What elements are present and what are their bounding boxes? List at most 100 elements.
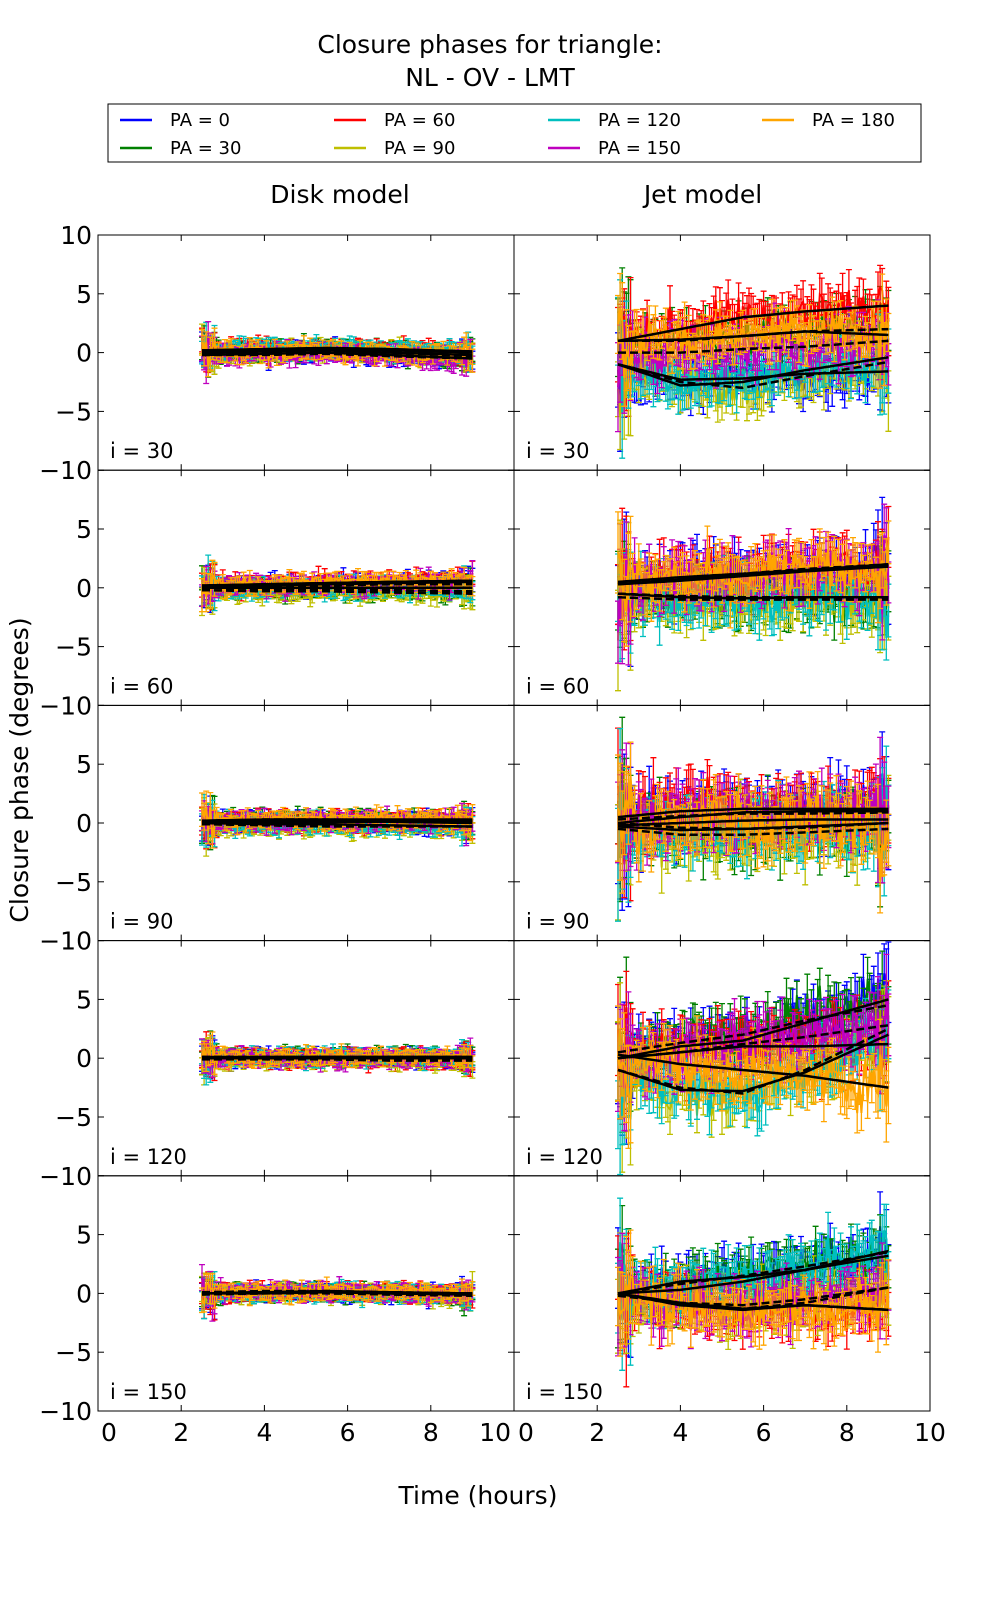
y-tick-label: −10 (39, 456, 92, 485)
x-tick-label: 0 (101, 1418, 117, 1447)
model-curve-jet-3-pa6 (617, 1053, 889, 1089)
legend-label-2: PA = 60 (384, 110, 455, 131)
model-curve-jet-1-pa4 (617, 592, 889, 600)
y-tick-label: −10 (39, 691, 92, 720)
panel-disk-3: −10 −5 0 5 i = 120 (39, 940, 515, 1191)
model-curve-disk-2-pa3 (201, 822, 473, 828)
x-tick-label: 4 (672, 1418, 688, 1447)
inclination-label: i = 150 (110, 1380, 187, 1404)
y-tick-label: −5 (55, 633, 92, 662)
model-curve-disk-0-pa6 (201, 348, 473, 357)
y-tick-label: −5 (55, 397, 92, 426)
chart-title-line1: Closure phases for triangle: (317, 30, 662, 59)
x-tick-label: 8 (423, 1418, 439, 1447)
y-tick-label: −10 (39, 1162, 92, 1191)
model-curve-jet-1-pa3 (617, 595, 889, 601)
legend-label-1: PA = 30 (170, 138, 241, 159)
model-curve-jet-3-pa0 (617, 998, 889, 1060)
series-disk-3-pa5 (201, 1045, 474, 1070)
model-curve-jet-3-pa5 (617, 1024, 889, 1060)
x-tick-label: 8 (839, 1418, 855, 1447)
model-curve-disk-4-pa6 (201, 1290, 473, 1296)
panel-jet-2: i = 90 (513, 704, 931, 942)
model-curve-jet-2-pa6 (617, 818, 889, 827)
series-jet-0-pa5 (617, 323, 890, 388)
model-curve-jet-0-pa6 (618, 330, 889, 343)
model-curve-jet-3-pa3 (617, 1027, 889, 1095)
panel-jet-1: i = 60 (513, 469, 931, 706)
model-curve-jet-0-pa2 (617, 304, 889, 343)
model-curve-disk-0-pa5 (202, 352, 473, 360)
y-tick-label: 5 (76, 750, 92, 779)
y-tick-label: −5 (55, 1338, 92, 1367)
x-tick-label: 6 (340, 1418, 356, 1447)
model-curve-jet-4-pa4 (617, 1249, 889, 1295)
model-curve-jet-4-pa1 (617, 1250, 889, 1295)
inclination-label: i = 90 (526, 910, 590, 934)
x-tick-label: 0 (518, 1418, 534, 1447)
y-tick-label: 0 (76, 1044, 92, 1073)
panel-jet-4: 0 2 4 6 8 10 i = 150 (513, 1175, 946, 1447)
y-axis-label: Closure phase (degrees) (5, 617, 34, 922)
model-curve-jet-2-pa5 (617, 811, 889, 821)
series-jet-3-pa4 (617, 1015, 889, 1121)
y-tick-label: 0 (76, 574, 92, 603)
model-curve-jet-2-pa3 (617, 827, 889, 837)
panel-jet-3: i = 120 (513, 940, 931, 1177)
x-tick-label: 4 (256, 1418, 272, 1447)
y-tick-label: −5 (55, 1103, 92, 1132)
legend-label-5: PA = 150 (598, 138, 681, 159)
legend-label-6: PA = 180 (812, 110, 895, 131)
x-tick-label: 6 (756, 1418, 772, 1447)
model-curve-jet-3-pa4 (617, 1033, 889, 1093)
model-curve-jet-3-pa2 (617, 1042, 889, 1060)
model-curve-jet-2-pa2 (617, 807, 889, 819)
y-tick-label: 0 (76, 1279, 92, 1308)
model-curve-jet-0-pa5 (618, 339, 889, 354)
model-curve-jet-1-pa5 (617, 563, 889, 585)
column-title-disk: Disk model (270, 180, 410, 209)
model-curve-jet-4-pa6 (617, 1292, 889, 1312)
model-curve-jet-3-pa1 (617, 1004, 889, 1054)
model-curve-jet-0-pa4 (617, 356, 889, 387)
inclination-label: i = 150 (526, 1380, 603, 1404)
panel-disk-2: −10 −5 0 5 i = 90 (39, 704, 515, 956)
model-curve-jet-4-pa3 (617, 1286, 889, 1307)
model-curve-disk-1-pa6 (202, 579, 473, 587)
x-axis-label: Time (hours) (398, 1481, 558, 1510)
y-tick-label: 10 (60, 221, 92, 250)
panel-jet-0: i = 30 (513, 234, 931, 471)
model-curve-jet-4-pa0 (617, 1254, 889, 1295)
model-curve-jet-0-pa0 (617, 363, 889, 381)
y-tick-label: 5 (76, 985, 92, 1014)
y-tick-label: 0 (76, 809, 92, 838)
y-tick-label: 5 (76, 280, 92, 309)
legend-label-0: PA = 0 (170, 110, 230, 131)
y-tick-label: −10 (39, 1397, 92, 1426)
model-curve-jet-4-pa5 (617, 1286, 889, 1310)
model-curve-disk-2-pa6 (202, 818, 473, 822)
model-curve-disk-1-pa3 (202, 588, 473, 595)
inclination-label: i = 60 (110, 674, 174, 698)
model-curve-jet-2-pa4 (617, 821, 889, 832)
y-tick-label: 5 (76, 1221, 92, 1250)
model-curve-disk-2-pa4 (201, 821, 473, 828)
x-tick-label: 2 (173, 1418, 189, 1447)
x-tick-label: 10 (479, 1418, 511, 1447)
model-curve-jet-0-pa3 (617, 360, 889, 390)
model-curve-jet-2-pa0 (617, 809, 889, 825)
inclination-label: i = 120 (110, 1145, 187, 1169)
panel-disk-4: −10 −5 0 5 0 2 4 6 8 10 i = 150 (39, 1175, 515, 1447)
model-curve-disk-1-pa1 (201, 586, 473, 593)
inclination-label: i = 60 (526, 674, 590, 698)
inclination-label: i = 30 (110, 439, 174, 463)
inclination-label: i = 120 (526, 1145, 603, 1169)
chart-title-line2: NL - OV - LMT (405, 63, 575, 92)
y-tick-label: 0 (76, 339, 92, 368)
legend-label-4: PA = 120 (598, 110, 681, 131)
model-curve-disk-3-pa3 (202, 1058, 473, 1062)
y-tick-label: 5 (76, 515, 92, 544)
y-tick-label: −10 (39, 927, 92, 956)
